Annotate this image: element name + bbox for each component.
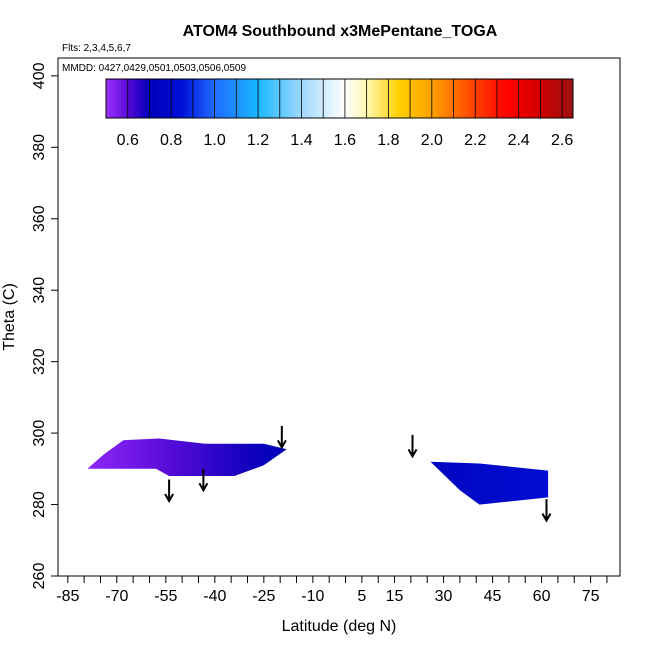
northern-hemisphere-region <box>430 461 549 505</box>
x-tick-label: -55 <box>154 588 177 605</box>
southern-hemisphere-region <box>87 438 287 476</box>
x-tick-label: 75 <box>582 588 600 605</box>
colorbar-tick-label: 1.4 <box>290 132 312 149</box>
colorbar-tick-label: 2.4 <box>508 132 530 149</box>
y-tick-label: 340 <box>31 277 48 304</box>
flight-marker-arrow <box>541 499 552 523</box>
x-tick-label: 30 <box>435 588 453 605</box>
chart-title: ATOM4 Southbound x3MePentane_TOGA <box>183 23 498 40</box>
colorbar-tick-label: 1.8 <box>377 132 399 149</box>
y-tick-label: 360 <box>31 205 48 232</box>
flight-markers <box>164 425 552 523</box>
y-tick-label: 380 <box>31 134 48 161</box>
y-axis-label: Theta (C) <box>1 283 18 351</box>
colorbar-tick-label: 1.6 <box>334 132 356 149</box>
flight-marker-arrow <box>407 434 418 459</box>
colorbar-tick-label: 1.2 <box>247 132 269 149</box>
y-axis: 260 280 300 320 340 360 380 400 <box>31 62 58 589</box>
dates-subtitle: MMDD: 0427,0429,0501,0503,0506,0509 <box>62 63 246 74</box>
x-tick-label: 45 <box>484 588 502 605</box>
colorbar-tick-label: 1.0 <box>203 132 225 149</box>
colorbar-tick-label: 0.6 <box>117 132 139 149</box>
x-tick-label: -70 <box>105 588 128 605</box>
data-regions <box>87 438 549 505</box>
flight-marker-arrow <box>164 479 174 503</box>
x-tick-label: 5 <box>357 588 366 605</box>
x-tick-label: 60 <box>533 588 551 605</box>
flight-marker-arrow <box>276 425 287 450</box>
x-tick-label: -25 <box>252 588 275 605</box>
x-tick-label: -40 <box>203 588 226 605</box>
colorbar-gradient <box>105 78 574 119</box>
plot-frame <box>57 57 621 577</box>
colorbar-tick-label: 2.2 <box>464 132 486 149</box>
colorbar-tick-label: 2.0 <box>421 132 443 149</box>
y-tick-label: 400 <box>31 62 48 89</box>
colorbar-tick-label: 0.8 <box>160 132 182 149</box>
colorbar: 0.6 0.8 1.0 1.2 1.4 1.6 1.8 2.0 2.2 2.4 2.6 <box>105 78 574 149</box>
x-tick-label: -10 <box>301 588 324 605</box>
x-tick-label: -85 <box>56 588 79 605</box>
flight-marker-arrow <box>198 468 209 493</box>
colorbar-tick-label: 2.6 <box>551 132 573 149</box>
y-tick-label: 260 <box>31 563 48 590</box>
y-tick-label: 280 <box>31 491 48 518</box>
x-axis-label: Latitude (deg N) <box>282 618 397 635</box>
y-tick-label: 320 <box>31 348 48 375</box>
x-axis: -85 -70 -55 -40 -25 -10 5 15 30 45 60 75 <box>56 576 608 605</box>
y-tick-label: 300 <box>31 420 48 447</box>
x-tick-label: 15 <box>386 588 404 605</box>
flights-subtitle: Flts: 2,3,4,5,6,7 <box>62 43 131 54</box>
